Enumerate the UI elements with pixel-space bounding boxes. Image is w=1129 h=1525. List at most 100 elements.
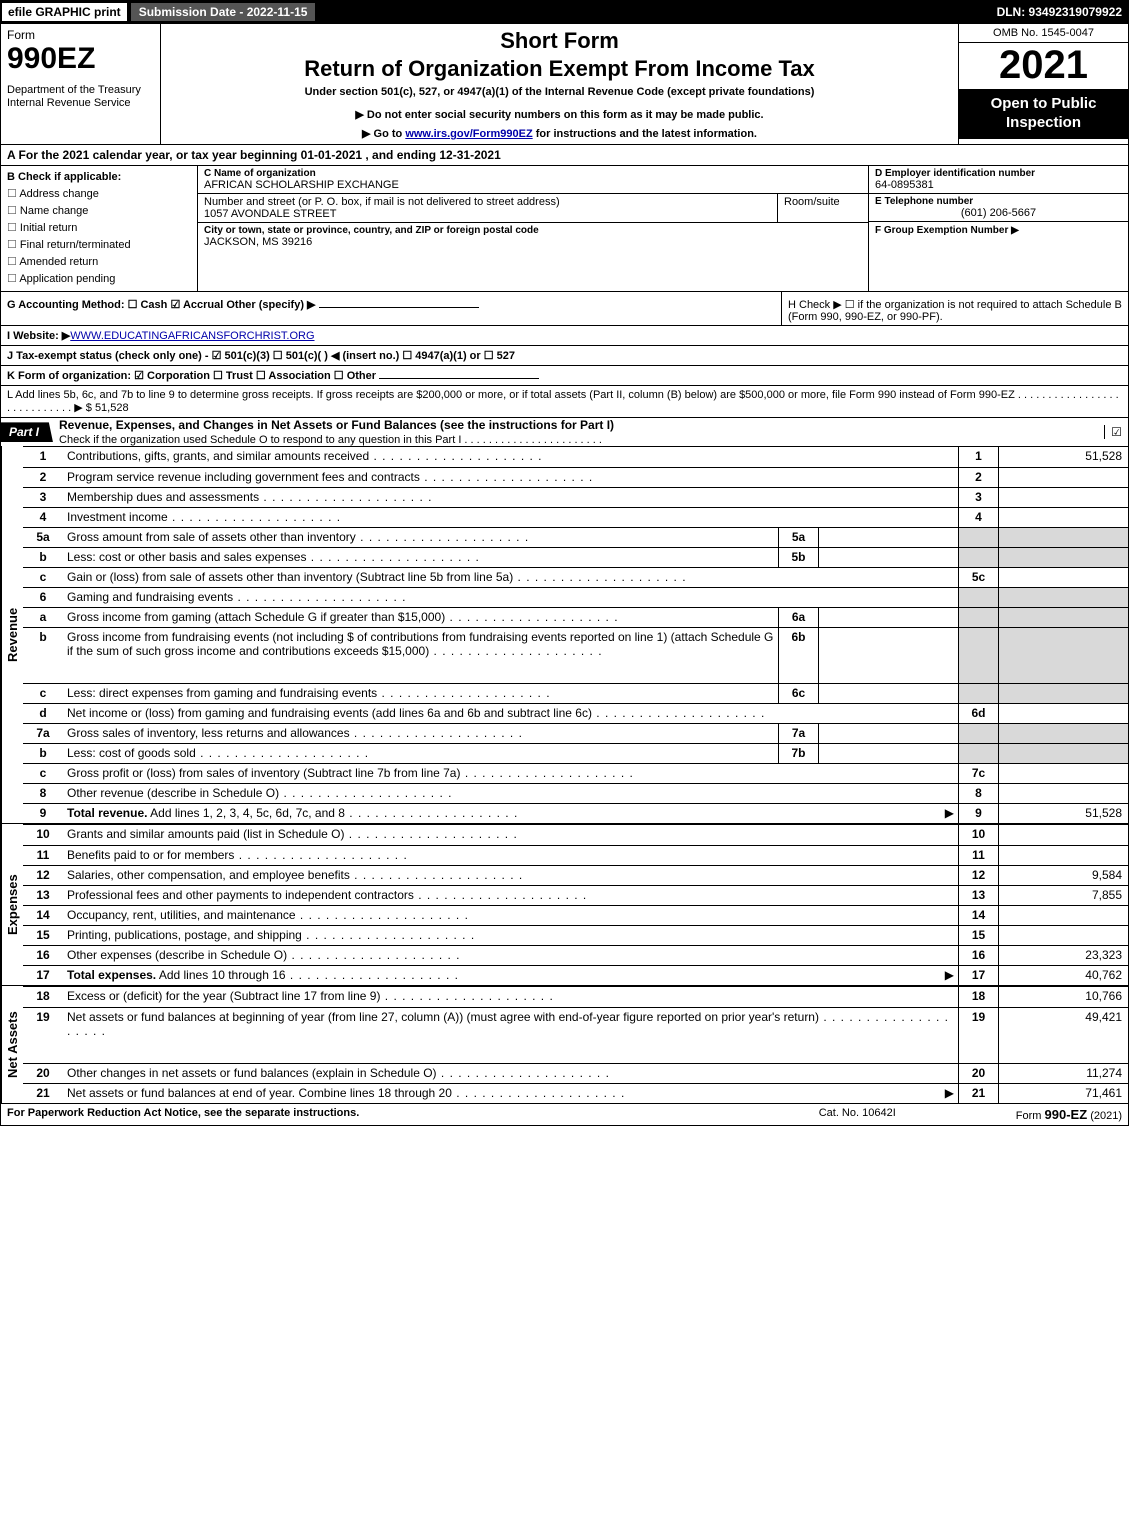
line-desc: Gross income from fundraising events (no… xyxy=(63,628,778,683)
omb-number: OMB No. 1545-0047 xyxy=(959,24,1128,43)
table-row: 12Salaries, other compensation, and empl… xyxy=(23,865,1128,885)
subline-val xyxy=(818,744,958,763)
l-val: 51,528 xyxy=(95,402,129,414)
part-i-label: Part I xyxy=(1,422,53,442)
k-text: K Form of organization: ☑ Corporation ☐ … xyxy=(7,370,376,382)
line-number: 7a xyxy=(23,724,63,743)
line-number: 2 xyxy=(23,468,63,487)
subline-num: 6a xyxy=(778,608,818,627)
right-val xyxy=(998,508,1128,527)
efile-print-btn[interactable]: efile GRAPHIC print xyxy=(1,2,128,22)
line-desc: Other changes in net assets or fund bala… xyxy=(63,1064,958,1083)
line-desc: Program service revenue including govern… xyxy=(63,468,958,487)
form-label: Form xyxy=(7,28,154,42)
g-other-blank[interactable] xyxy=(319,307,479,308)
line-desc: Net income or (loss) from gaming and fun… xyxy=(63,704,958,723)
subline-num: 6b xyxy=(778,628,818,683)
line-number: d xyxy=(23,704,63,723)
right-num: 2 xyxy=(958,468,998,487)
right-val xyxy=(998,488,1128,507)
dept-treasury: Department of the Treasury Internal Reve… xyxy=(7,84,154,109)
right-num: 6d xyxy=(958,704,998,723)
line-number: 14 xyxy=(23,906,63,925)
line-desc: Benefits paid to or for members xyxy=(63,846,958,865)
right-val xyxy=(998,724,1128,743)
subline-val xyxy=(818,548,958,567)
subline-num: 7a xyxy=(778,724,818,743)
street-cap: Number and street (or P. O. box, if mail… xyxy=(204,196,771,208)
right-num xyxy=(958,528,998,547)
header-left: Form 990EZ Department of the Treasury In… xyxy=(1,24,161,144)
cb-name-change[interactable]: Name change xyxy=(7,203,191,220)
right-val xyxy=(998,764,1128,783)
cb-final-return[interactable]: Final return/terminated xyxy=(7,237,191,254)
subtitle-1: Under section 501(c), 527, or 4947(a)(1)… xyxy=(167,86,952,98)
subline-val xyxy=(818,724,958,743)
right-num: 10 xyxy=(958,825,998,845)
irs-link[interactable]: www.irs.gov/Form990EZ xyxy=(405,128,532,140)
part-i-title: Revenue, Expenses, and Changes in Net As… xyxy=(53,418,1104,446)
right-num: 7c xyxy=(958,764,998,783)
table-row: aGross income from gaming (attach Schedu… xyxy=(23,607,1128,627)
right-num: 9 xyxy=(958,804,998,823)
i-label: I Website: ▶ xyxy=(7,330,70,342)
revenue-section: Revenue 1Contributions, gifts, grants, a… xyxy=(1,446,1128,823)
line-number: b xyxy=(23,628,63,683)
right-num: 12 xyxy=(958,866,998,885)
expenses-section: Expenses 10Grants and similar amounts pa… xyxy=(1,823,1128,985)
right-val: 7,855 xyxy=(998,886,1128,905)
cb-amended-return[interactable]: Amended return xyxy=(7,254,191,271)
right-num: 15 xyxy=(958,926,998,945)
line-number: 8 xyxy=(23,784,63,803)
table-row: 20Other changes in net assets or fund ba… xyxy=(23,1063,1128,1083)
table-row: cGross profit or (loss) from sales of in… xyxy=(23,763,1128,783)
website-link[interactable]: WWW.EDUCATINGAFRICANSFORCHRIST.ORG xyxy=(70,330,314,342)
right-val xyxy=(998,468,1128,487)
part-i-checkbox[interactable]: ☑ xyxy=(1104,425,1128,439)
room-cap: Room/suite xyxy=(784,196,862,208)
table-row: 15Printing, publications, postage, and s… xyxy=(23,925,1128,945)
netassets-table: 18Excess or (deficit) for the year (Subt… xyxy=(23,986,1128,1103)
open-inspection: Open to Public Inspection xyxy=(959,89,1128,139)
right-val xyxy=(998,684,1128,703)
line-desc: Less: cost of goods sold xyxy=(63,744,778,763)
table-row: cGain or (loss) from sale of assets othe… xyxy=(23,567,1128,587)
ein-val: 64-0895381 xyxy=(875,179,1122,191)
line-number: 10 xyxy=(23,825,63,845)
e-cap: E Telephone number xyxy=(875,196,1122,207)
k-other-blank[interactable] xyxy=(379,378,539,379)
line-number: 12 xyxy=(23,866,63,885)
dln: DLN: 93492319079922 xyxy=(997,5,1128,19)
right-num xyxy=(958,684,998,703)
right-num xyxy=(958,744,998,763)
table-row: 5aGross amount from sale of assets other… xyxy=(23,527,1128,547)
cb-initial-return[interactable]: Initial return xyxy=(7,220,191,237)
right-val xyxy=(998,548,1128,567)
right-val xyxy=(998,568,1128,587)
header-center: Short Form Return of Organization Exempt… xyxy=(161,24,958,144)
phone-cell: E Telephone number (601) 206-5667 xyxy=(869,194,1128,222)
line-desc: Less: cost or other basis and sales expe… xyxy=(63,548,778,567)
line-desc: Excess or (deficit) for the year (Subtra… xyxy=(63,987,958,1007)
line-number: 21 xyxy=(23,1084,63,1103)
line-desc: Membership dues and assessments xyxy=(63,488,958,507)
right-num: 3 xyxy=(958,488,998,507)
right-num xyxy=(958,608,998,627)
right-num: 16 xyxy=(958,946,998,965)
cb-application-pending[interactable]: Application pending xyxy=(7,271,191,288)
line-desc: Net assets or fund balances at beginning… xyxy=(63,1008,958,1063)
line-desc: Gross income from gaming (attach Schedul… xyxy=(63,608,778,627)
table-row: 3Membership dues and assessments3 xyxy=(23,487,1128,507)
form-ref-a: Form xyxy=(1016,1110,1045,1122)
right-num: 17 xyxy=(958,966,998,985)
table-row: 16Other expenses (describe in Schedule O… xyxy=(23,945,1128,965)
form-number: 990EZ xyxy=(7,42,154,76)
table-row: bGross income from fundraising events (n… xyxy=(23,627,1128,683)
line-desc: Gross profit or (loss) from sales of inv… xyxy=(63,764,958,783)
line-desc: Other revenue (describe in Schedule O) xyxy=(63,784,958,803)
table-row: cLess: direct expenses from gaming and f… xyxy=(23,683,1128,703)
cb-address-change[interactable]: Address change xyxy=(7,186,191,203)
line-desc: Gaming and fundraising events xyxy=(63,588,958,607)
table-row: 4Investment income4 xyxy=(23,507,1128,527)
section-k: K Form of organization: ☑ Corporation ☐ … xyxy=(1,365,1128,385)
